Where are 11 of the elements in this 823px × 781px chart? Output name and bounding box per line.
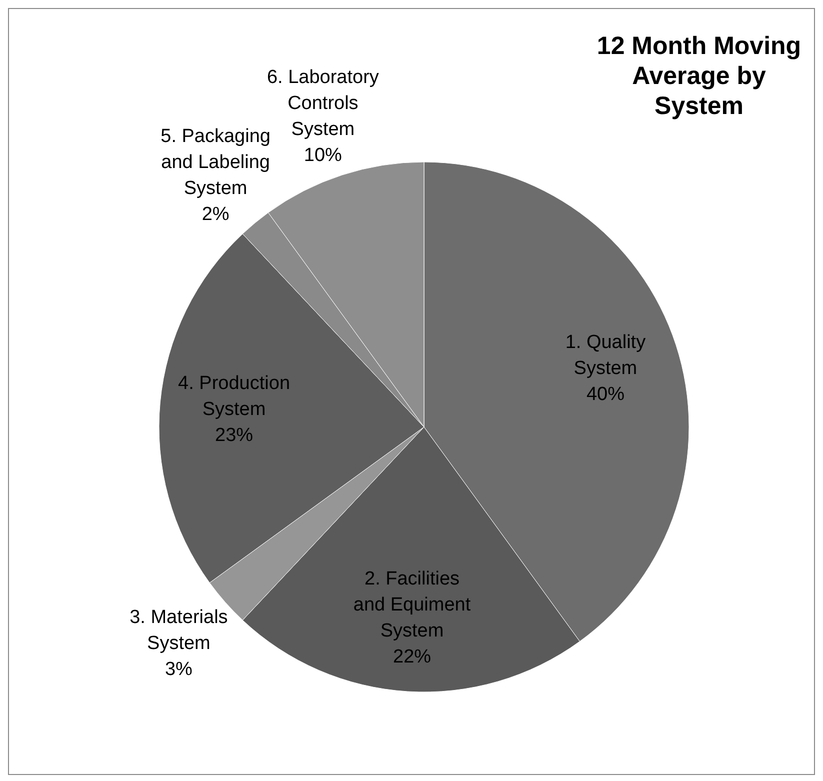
data-label: 23% (215, 424, 254, 446)
data-label: 3% (164, 658, 193, 680)
data-label: 2% (202, 204, 230, 225)
slice-label: 2. Facilities and Equiment System (353, 568, 472, 641)
slice-label: 1. Quality System (565, 332, 646, 379)
slice-label: 4. Production System (178, 372, 290, 420)
slice-label: 3. Materials System (130, 606, 228, 654)
chart-title: 12 Month Moving Average by System (596, 31, 802, 121)
data-label: 10% (304, 144, 342, 166)
data-label: 22% (393, 646, 432, 667)
data-label: 40% (586, 384, 625, 405)
